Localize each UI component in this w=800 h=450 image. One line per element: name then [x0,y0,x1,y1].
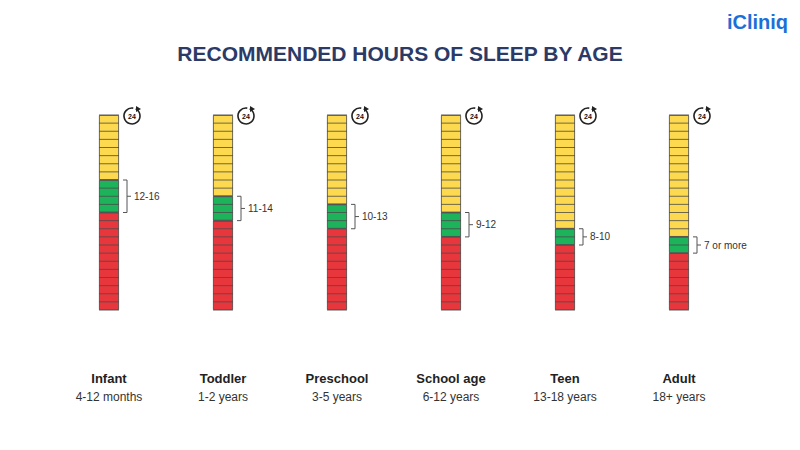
svg-text:Preschool: Preschool [306,371,369,386]
svg-text:24: 24 [470,113,478,120]
svg-text:7 or more: 7 or more [704,240,747,251]
svg-text:8-10: 8-10 [590,231,610,242]
svg-text:RECOMMENDED HOURS OF SLEEP BY: RECOMMENDED HOURS OF SLEEP BY AGE [177,42,622,65]
svg-text:9-12: 9-12 [476,219,496,230]
svg-text:24: 24 [128,113,136,120]
svg-text:iCliniq: iCliniq [727,11,788,33]
svg-text:3-5 years: 3-5 years [312,390,362,404]
svg-text:24: 24 [698,113,706,120]
svg-text:24: 24 [242,113,250,120]
svg-text:Infant: Infant [91,371,127,386]
svg-text:Toddler: Toddler [200,371,247,386]
svg-text:10-13: 10-13 [362,211,388,222]
svg-text:24: 24 [356,113,364,120]
svg-text:24: 24 [584,113,592,120]
svg-text:1-2 years: 1-2 years [198,390,248,404]
svg-text:School age: School age [416,371,485,386]
svg-text:Adult: Adult [662,371,696,386]
svg-text:4-12 months: 4-12 months [76,390,143,404]
svg-text:13-18 years: 13-18 years [533,390,596,404]
svg-text:11-14: 11-14 [248,203,273,214]
svg-text:18+ years: 18+ years [652,390,705,404]
svg-text:12-16: 12-16 [134,191,160,202]
svg-text:6-12 years: 6-12 years [423,390,480,404]
svg-text:Teen: Teen [550,371,579,386]
